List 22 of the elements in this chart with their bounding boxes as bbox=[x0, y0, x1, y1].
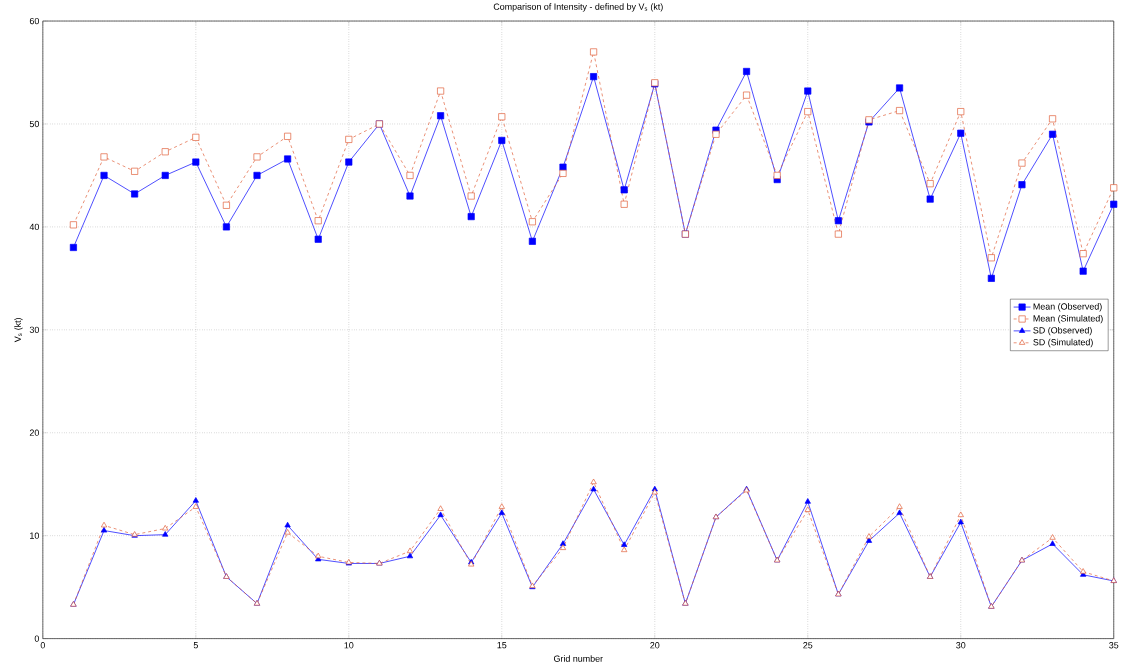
y-tick-label: 0 bbox=[34, 635, 39, 642]
y-tick-label: 60 bbox=[29, 17, 39, 25]
legend-label: Mean (Observed) bbox=[1033, 303, 1102, 312]
y-tick-label: 40 bbox=[29, 223, 39, 231]
x-tick-label: 35 bbox=[1109, 642, 1119, 649]
y-tick-label: 30 bbox=[29, 326, 39, 333]
y-axis-title: V$_{s}$ (kt) bbox=[14, 317, 23, 343]
x-tick-label: 0 bbox=[40, 642, 45, 649]
y-tick-label: 20 bbox=[29, 429, 39, 436]
legend-label: SD (Simulated) bbox=[1033, 338, 1093, 348]
x-axis-title: Grid number bbox=[553, 655, 603, 662]
legend-label: SD (Observed) bbox=[1033, 326, 1092, 336]
x-tick-label: 25 bbox=[803, 642, 813, 649]
y-tick-label: 10 bbox=[30, 532, 39, 539]
x-tick-label: 10 bbox=[344, 642, 354, 649]
chart-title: Comparison of Intensity - defined by V$_{s}$ (kt) bbox=[493, 3, 663, 12]
x-tick-label: 30 bbox=[956, 642, 966, 649]
x-tick-label: 20 bbox=[650, 642, 660, 649]
y-tick-label: 50 bbox=[29, 120, 39, 128]
x-tick-label: 15 bbox=[497, 642, 507, 649]
x-tick-label: 5 bbox=[193, 642, 198, 649]
legend-label: Mean (Simulated) bbox=[1033, 314, 1103, 324]
